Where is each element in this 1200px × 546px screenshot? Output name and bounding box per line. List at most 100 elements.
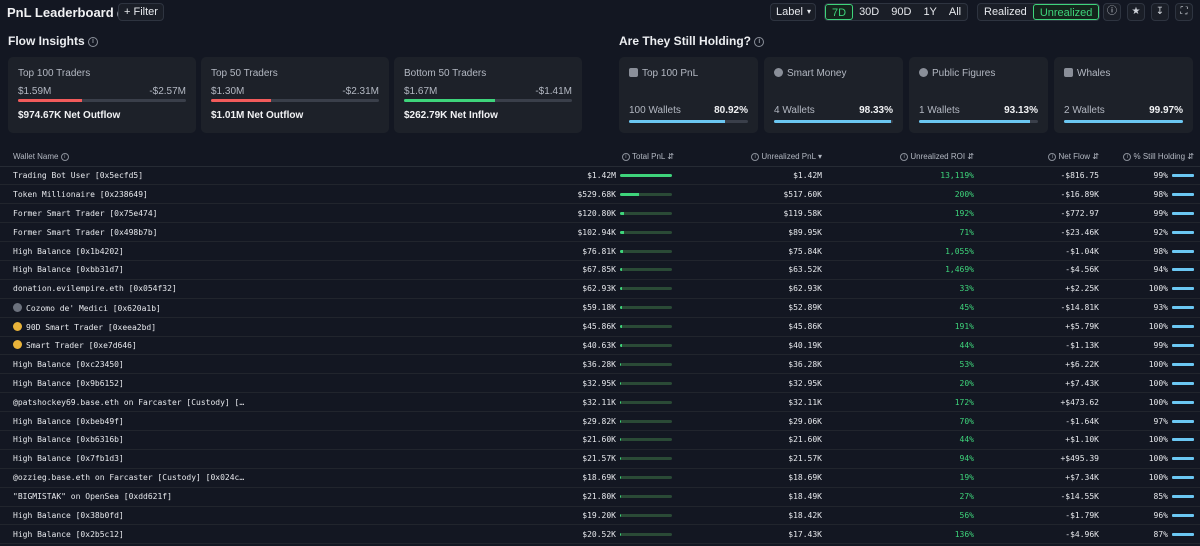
range-30d[interactable]: 30D [859,6,880,18]
wallet-name-cell[interactable]: High Balance [0x9b6152] [0,373,460,394]
col-wallet-name[interactable]: Wallet Name i [0,148,460,167]
still-holding-cell: 98% [1105,184,1200,205]
col-total-pnl[interactable]: i Total PnL ⇵ [460,148,680,167]
wallet-name-cell[interactable]: Cozomo de' Medici [0x620a1b] [0,298,460,318]
info-icon[interactable]: i [88,36,99,47]
wallet-name-cell[interactable]: @patshockey69.base.eth on Farcaster [Cus… [0,392,460,413]
wallet-name[interactable]: High Balance [0x9b6152] [13,378,124,388]
wallet-name-cell[interactable]: High Balance [0xc23450] [0,354,460,375]
wallet-name[interactable]: @ozzieg.base.eth on Farcaster [Custody] … [13,473,245,483]
wallet-name[interactable]: @patshockey69.base.eth on Farcaster [Cus… [13,397,245,407]
wallet-name[interactable]: Former Smart Trader [0x498b7b] [13,227,158,237]
col-net-flow[interactable]: i Net Flow ⇵ [980,148,1105,167]
wallet-name-cell[interactable]: Smart Trader [0xe7d646] [0,336,460,356]
wallet-name-cell[interactable]: High Balance [0xb6316b] [0,430,460,450]
info-icon[interactable]: i [1048,153,1057,162]
wallet-name-cell[interactable]: donation.evilempire.eth [0x054f32] [0,279,460,299]
col-unrealized-roi[interactable]: i Unrealized ROI ⇵ [828,148,980,167]
table-row[interactable]: donation.evilempire.eth [0x054f32] $62.93… [0,279,1200,299]
total-pnl-bar [620,400,672,404]
still-holding-value: 85% [1153,492,1168,502]
table-row[interactable]: High Balance [0xc23450] $36.28K $36.28K 53%… [0,354,1200,375]
table-row[interactable]: Former Smart Trader [0x498b7b] $102.94K $8… [0,222,1200,243]
col-unrealized-pnl[interactable]: i Unrealized PnL ▾ [680,148,828,167]
table-row[interactable]: High Balance [0x38b0fd] $19.20K $18.42K 56%… [0,506,1200,526]
wallet-name[interactable]: donation.evilempire.eth [0x054f32] [13,284,177,294]
table-row[interactable]: 90D Smart Trader [0xeea2bd] $45.86K $45.86… [0,317,1200,337]
info-icon[interactable]: i [621,153,630,162]
wallet-name[interactable]: High Balance [0xbb31d7] [13,265,124,275]
wallet-name-cell[interactable]: Token Millionaire [0x238649] [0,184,460,205]
unrealized-pnl-cell: $17.43K [680,524,828,545]
range-all[interactable]: All [948,6,962,18]
wallet-name[interactable]: Cozomo de' Medici [0x620a1b] [26,303,161,313]
wallet-name[interactable]: High Balance [0x7fb1d3] [13,454,124,464]
wallet-name[interactable]: High Balance [0xbeb49f] [13,416,124,426]
wallet-name[interactable]: High Balance [0x1b4202] [13,246,124,256]
wallet-name[interactable]: High Balance [0xc23450] [13,359,124,369]
flow-card-net: $262.79K Net Inflow [404,110,498,121]
total-pnl-cell: $32.95K [460,373,620,394]
range-90d[interactable]: 90D [891,6,912,18]
table-row[interactable]: High Balance [0x1b4202] $76.81K $75.84K 1,0… [0,241,1200,261]
info-icon[interactable]: i [751,153,760,162]
info-icon[interactable]: i [60,153,69,162]
favorite-button[interactable]: ★ [1127,3,1145,21]
wallet-name-cell[interactable]: @ozzieg.base.eth on Farcaster [Custody] … [0,468,460,488]
table-row[interactable]: High Balance [0xbeb49f] $29.82K $29.06K 70%… [0,411,1200,431]
wallet-name-cell[interactable]: High Balance [0xbb31d7] [0,260,460,280]
info-icon[interactable]: i [900,153,909,162]
table-row[interactable]: @patshockey69.base.eth on Farcaster [Cus… [0,392,1200,413]
table-row[interactable]: High Balance [0x7fb1d3] $21.57K $21.57K 94%… [0,449,1200,469]
wallet-name-cell[interactable]: High Balance [0x7fb1d3] [0,449,460,469]
unrealized-roi-cell: 19% [828,468,980,488]
wallet-name[interactable]: "BIGMISTAK" on OpenSea [0xdd621f] [13,492,172,502]
table-row[interactable]: Former Smart Trader [0x75e474] $120.80K $1… [0,203,1200,224]
wallet-name[interactable]: Smart Trader [0xe7d646] [26,341,137,351]
filter-button[interactable]: + Filter [118,3,164,21]
info-button[interactable]: ⓘ [1103,3,1121,21]
table-row[interactable]: High Balance [0xbb31d7] $67.85K $63.52K 1,4… [0,260,1200,280]
wallet-name-cell[interactable]: Former Smart Trader [0x75e474] [0,203,460,224]
total-pnl-bar-cell [620,430,680,450]
info-icon[interactable]: i [1123,153,1132,162]
wallet-name-cell[interactable]: "BIGMISTAK" on OpenSea [0xdd621f] [0,487,460,507]
wallet-name[interactable]: 90D Smart Trader [0xeea2bd] [26,322,157,332]
unrealized-roi-cell: 53% [828,354,980,375]
wallet-name[interactable]: Trading Bot User [0x5ecfd5] [13,170,144,180]
wallet-name-cell[interactable]: High Balance [0x2b5c12] [0,524,460,545]
table-row[interactable]: "BIGMISTAK" on OpenSea [0xdd621f] $21.80K… [0,487,1200,507]
wallet-name[interactable]: Token Millionaire [0x238649] [13,189,148,199]
mode-realized[interactable]: Realized [984,6,1027,18]
range-7d[interactable]: 7D [825,4,854,20]
fullscreen-button[interactable]: ⛶ [1175,3,1193,21]
holding-card-bar [919,120,1038,123]
wallet-name-cell[interactable]: 90D Smart Trader [0xeea2bd] [0,317,460,337]
col-still-holding[interactable]: i % Still Holding ⇵ [1105,148,1200,167]
mode-unrealized[interactable]: Unrealized [1032,4,1100,20]
total-pnl-bar [620,306,672,310]
label-dropdown[interactable]: Label ▾ [770,3,816,21]
table-row[interactable]: Token Millionaire [0x238649] $529.68K $517… [0,184,1200,205]
info-icon[interactable]: i [754,36,765,47]
download-button[interactable]: ↧ [1151,3,1169,21]
table-row[interactable]: Trading Bot User [0x5ecfd5] $1.42M $1.42M 1… [0,166,1200,186]
wallet-name[interactable]: High Balance [0x38b0fd] [13,510,124,520]
range-1y[interactable]: 1Y [923,6,937,18]
wallet-name-cell[interactable]: High Balance [0x38b0fd] [0,506,460,526]
table-row[interactable]: Cozomo de' Medici [0x620a1b] $59.18K $52.8… [0,298,1200,318]
table-row[interactable]: High Balance [0xb6316b] $21.60K $21.60K 44%… [0,430,1200,450]
still-holding-cell: 85% [1105,487,1200,507]
wallet-name-cell[interactable]: High Balance [0x1b4202] [0,241,460,261]
wallet-name-cell[interactable]: Former Smart Trader [0x498b7b] [0,222,460,243]
wallet-name[interactable]: High Balance [0xb6316b] [13,435,124,445]
wallet-name[interactable]: High Balance [0x2b5c12] [13,529,124,539]
total-pnl-bar-fill [620,249,623,253]
wallet-name-cell[interactable]: Trading Bot User [0x5ecfd5] [0,166,460,186]
table-row[interactable]: @ozzieg.base.eth on Farcaster [Custody] … [0,468,1200,488]
table-row[interactable]: High Balance [0x9b6152] $32.95K $32.95K 20%… [0,373,1200,394]
wallet-name[interactable]: Former Smart Trader [0x75e474] [13,208,158,218]
table-row[interactable]: High Balance [0x2b5c12] $20.52K $17.43K 136… [0,524,1200,545]
wallet-name-cell[interactable]: High Balance [0xbeb49f] [0,411,460,431]
table-row[interactable]: Smart Trader [0xe7d646] $40.63K $40.19K 44%… [0,336,1200,356]
